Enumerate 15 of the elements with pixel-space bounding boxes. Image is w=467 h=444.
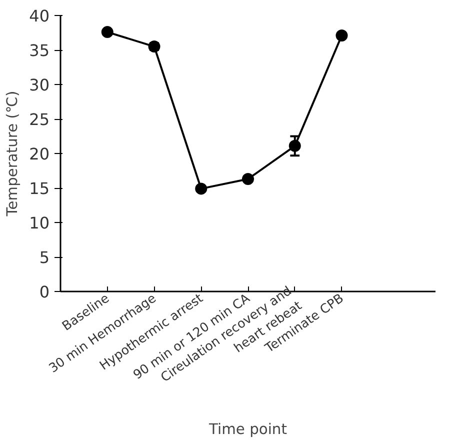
y-tick-label: 20 [29, 144, 50, 164]
y-tick-label: 25 [29, 110, 50, 129]
x-axis-title: Time point [208, 420, 288, 438]
point [195, 182, 208, 195]
y-tick-label: 15 [29, 179, 50, 198]
y-tick-label: 30 [29, 76, 50, 94]
y-tick-label: 10 [29, 214, 50, 232]
y-tick-label: 5 [39, 248, 50, 267]
point [101, 26, 114, 38]
y-axis-title: Temperature (℃) [4, 90, 22, 218]
point [336, 30, 348, 42]
point [242, 173, 254, 186]
y-tick-label: 0 [39, 282, 50, 302]
y-tick-label: 35 [29, 41, 50, 60]
y-tick-label: 40 [29, 6, 50, 26]
